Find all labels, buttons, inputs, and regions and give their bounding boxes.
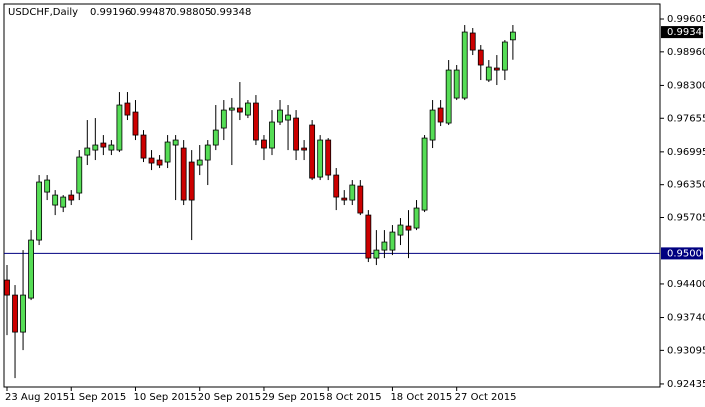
candle-body	[212, 129, 219, 146]
candle-body	[228, 107, 235, 111]
candle-body	[60, 196, 67, 208]
candle-body	[76, 156, 83, 194]
candle-body	[116, 104, 123, 151]
candle-body	[253, 102, 259, 141]
y-tick-label: 0.95705	[667, 213, 705, 224]
y-tick-label: 0.94400	[667, 279, 705, 290]
candle-body	[461, 31, 468, 99]
header-close: 0.99348	[210, 7, 251, 18]
candle-body	[156, 159, 163, 166]
candle-body	[124, 102, 131, 116]
candle-body	[349, 184, 356, 201]
price-tag	[661, 26, 703, 39]
header-symbol: USDCHF,Daily	[8, 7, 78, 18]
candle-body	[12, 294, 18, 333]
candle-body	[68, 194, 75, 201]
candle-body	[132, 111, 139, 136]
candle-body	[180, 147, 187, 201]
candle-body	[405, 225, 412, 231]
candle-body	[373, 249, 380, 259]
y-tick-label: 0.96995	[667, 147, 705, 158]
candle-body	[220, 109, 227, 129]
candle-body	[100, 142, 107, 148]
level-tag	[661, 247, 703, 260]
candle-body	[172, 139, 179, 146]
x-tick-label: 29 Sep 2015	[262, 392, 325, 403]
candle-body	[365, 214, 372, 259]
y-tick-label: 0.96350	[667, 180, 705, 191]
y-tick-label: 0.97655	[667, 113, 705, 124]
y-tick-label: 0.92435	[667, 379, 705, 390]
candle-body	[397, 224, 404, 236]
candle-body	[317, 139, 324, 178]
x-tick-label: 23 Aug 2015	[5, 392, 69, 403]
candle-body	[188, 161, 195, 201]
candle-body	[4, 279, 10, 296]
candle-body	[92, 144, 99, 151]
plot-frame	[3, 3, 661, 388]
y-tick-label: 0.98300	[667, 80, 705, 91]
candle-body	[108, 144, 115, 151]
candle-body	[301, 147, 308, 151]
candle-body	[28, 239, 34, 299]
x-tick-label: 8 Oct 2015	[326, 392, 381, 403]
candle-body	[509, 31, 516, 41]
candle-body	[293, 117, 299, 151]
candle-body	[421, 137, 428, 211]
candle-body	[52, 194, 59, 206]
header-low: 0.98805	[170, 7, 211, 18]
header-high: 0.99487	[130, 7, 171, 18]
candle-body	[333, 174, 340, 198]
candle-body	[309, 124, 316, 179]
candle-body	[501, 41, 508, 71]
candle-body	[44, 179, 51, 193]
candle-body	[244, 102, 251, 116]
y-tick-label: 0.93095	[667, 345, 705, 356]
x-tick-label: 27 Oct 2015	[455, 392, 517, 403]
y-tick-label: 0.93740	[667, 313, 705, 324]
price-label: 0.99348	[667, 27, 705, 38]
level-label: 0.95000	[667, 248, 705, 259]
candle-body	[381, 241, 388, 251]
candle-body	[453, 69, 460, 99]
candle-body	[437, 107, 444, 123]
candle-body	[485, 66, 492, 81]
candle-body	[196, 159, 203, 166]
x-tick-label: 10 Sep 2015	[133, 392, 196, 403]
candle-body	[429, 109, 436, 141]
candle-body	[469, 32, 476, 51]
candle-body	[204, 144, 211, 161]
candle-body	[164, 141, 171, 163]
candle-body	[84, 147, 91, 156]
candle-body	[325, 139, 332, 176]
candle-body	[389, 231, 396, 251]
candle-body	[477, 49, 484, 66]
candle-body	[20, 294, 26, 333]
x-tick-label: 1 Sep 2015	[69, 392, 126, 403]
candle-body	[285, 114, 291, 121]
candle-body	[445, 69, 452, 124]
x-tick-label: 18 Oct 2015	[390, 392, 452, 403]
candle-body	[277, 109, 283, 123]
candle-body	[261, 139, 267, 149]
x-tick-label: 20 Sep 2015	[198, 392, 261, 403]
y-tick-label: 0.98960	[667, 47, 705, 58]
candle-body	[140, 134, 147, 159]
candle-body	[413, 207, 420, 229]
candle-body	[269, 121, 275, 149]
candle-body	[236, 107, 243, 113]
candle-body	[493, 67, 500, 71]
header-open: 0.99196	[90, 7, 131, 18]
y-tick-label: 0.99605	[667, 14, 705, 25]
candle-body	[341, 197, 348, 201]
candle-body	[357, 185, 364, 214]
candle-body	[148, 157, 155, 164]
candle-body	[36, 181, 43, 241]
